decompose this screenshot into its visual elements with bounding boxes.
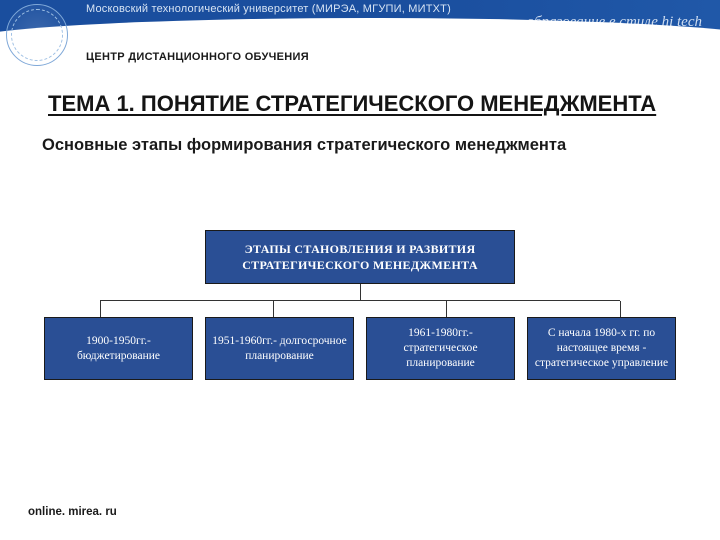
- root-node: ЭТАПЫ СТАНОВЛЕНИЯ И РАЗВИТИЯ СТРАТЕГИЧЕС…: [205, 230, 515, 284]
- university-name: Московский технологический университет (…: [86, 3, 451, 15]
- header-band: МИРЭА Московский технологический универс…: [0, 0, 720, 72]
- child-node: 1961-1980гг.- стратегическое планировани…: [366, 317, 515, 380]
- content-area: ТЕМА 1. ПОНЯТИЕ СТРАТЕГИЧЕСКОГО МЕНЕДЖМЕ…: [40, 90, 680, 155]
- logo-circle-icon: [6, 4, 68, 66]
- tree-diagram: ЭТАПЫ СТАНОВЛЕНИЯ И РАЗВИТИЯ СТРАТЕГИЧЕС…: [0, 230, 720, 380]
- child-node: 1900-1950гг.- бюджетирование: [44, 317, 193, 380]
- logo-label: МИРЭА: [18, 38, 53, 48]
- page-subtitle: Основные этапы формирования стратегическ…: [42, 136, 680, 155]
- children-row: 1900-1950гг.- бюджетирование 1951-1960гг…: [0, 317, 720, 380]
- connector-vertical: [360, 284, 361, 300]
- child-node: 1951-1960гг.- долгосрочное планирование: [205, 317, 354, 380]
- page-title: ТЕМА 1. ПОНЯТИЕ СТРАТЕГИЧЕСКОГО МЕНЕДЖМЕ…: [48, 90, 680, 118]
- footer-url: online. mirea. ru: [28, 506, 117, 518]
- center-name: ЦЕНТР ДИСТАНЦИОННОГО ОБУЧЕНИЯ: [86, 51, 309, 63]
- connector-drops: [100, 301, 620, 317]
- child-node: С начала 1980-х гг. по настоящее время -…: [527, 317, 676, 380]
